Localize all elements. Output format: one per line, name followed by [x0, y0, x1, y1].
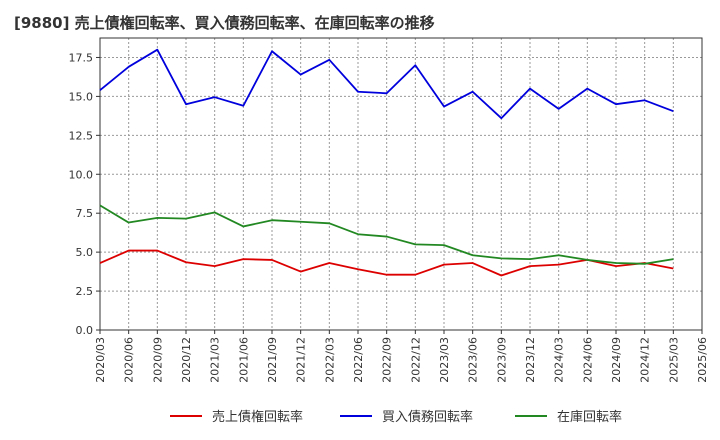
x-tick-label: 2024/03 [553, 337, 566, 383]
y-tick-label: 10.0 [69, 168, 94, 181]
x-tick-label: 2020/12 [180, 337, 193, 383]
grid-lines [100, 38, 702, 330]
series-line-2 [99, 204, 674, 265]
x-tick-label: 2024/09 [610, 337, 623, 383]
y-tick-label: 2.5 [76, 285, 94, 298]
y-tick-label: 0.0 [76, 324, 94, 337]
x-tick-label: 2025/06 [696, 337, 709, 383]
series-line-1 [99, 48, 674, 120]
x-tick-label: 2025/03 [667, 337, 680, 383]
y-axis: 0.0 2.5 5.0 7.5 10.0 12.5 15.0 17.5 [69, 51, 100, 337]
x-tick-label: 2021/09 [266, 337, 279, 383]
x-tick-label: 2021/12 [295, 337, 308, 383]
y-tick-label: 15.0 [69, 90, 94, 103]
x-tick-label: 2020/09 [151, 337, 164, 383]
x-tick-label: 2022/12 [409, 337, 422, 383]
plot-frame [99, 37, 703, 331]
x-tick-label: 2023/03 [438, 337, 451, 383]
x-axis: 2020/03 2020/06 2020/09 2020/12 2021/03 2021/… [94, 330, 709, 383]
x-tick-label: 2023/12 [524, 337, 537, 383]
legend-label-2: 在庫回転率 [557, 409, 622, 425]
legend-label-1: 買入債務回転率 [382, 409, 473, 425]
x-tick-label: 2023/06 [467, 337, 480, 383]
legend: 売上債権回転率 買入債務回転率 在庫回転率 [170, 409, 622, 425]
chart-title: [9880] 売上債権回転率、買入債務回転率、在庫回転率の推移 [14, 14, 435, 32]
x-tick-label: 2024/06 [581, 337, 594, 383]
y-tick-label: 5.0 [76, 246, 94, 259]
x-tick-label: 2022/09 [381, 337, 394, 383]
y-tick-label: 17.5 [69, 51, 94, 64]
x-tick-label: 2021/06 [237, 337, 250, 383]
x-tick-label: 2020/03 [94, 337, 107, 383]
legend-label-0: 売上債権回転率 [212, 409, 303, 425]
x-tick-label: 2024/12 [639, 337, 652, 383]
x-tick-label: 2023/09 [495, 337, 508, 383]
x-tick-label: 2022/06 [352, 337, 365, 383]
x-tick-label: 2020/06 [123, 337, 136, 383]
series-line-0 [99, 249, 674, 277]
x-tick-label: 2022/03 [323, 337, 336, 383]
x-tick-label: 2021/03 [209, 337, 222, 383]
y-tick-label: 12.5 [69, 129, 94, 142]
y-tick-label: 7.5 [76, 207, 94, 220]
series-lines [99, 48, 674, 277]
